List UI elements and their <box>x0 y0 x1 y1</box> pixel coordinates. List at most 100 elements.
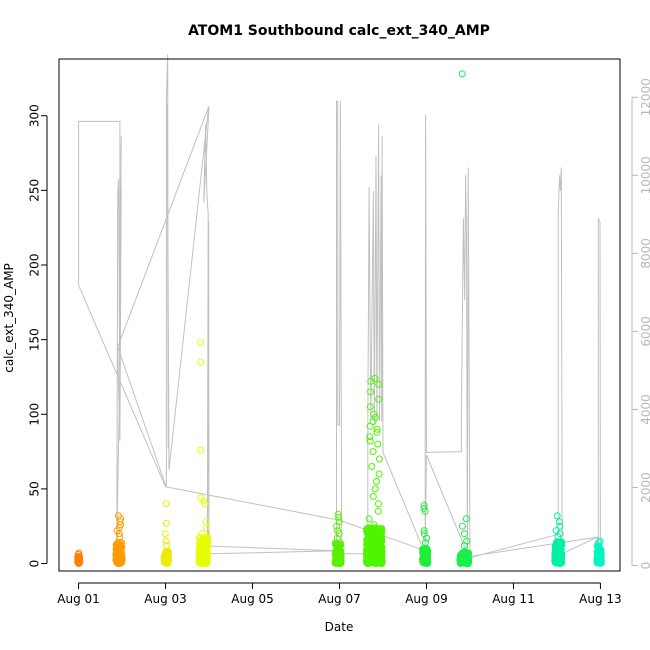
data-point <box>202 553 210 561</box>
data-point <box>371 374 379 382</box>
data-point <box>596 537 604 545</box>
data-point <box>457 553 465 561</box>
data-point <box>374 507 382 515</box>
axes-layer: 0 50 100 150 200 250 300 Aug 01 Aug 03 Aug 05 Aug … <box>28 78 650 606</box>
data-point <box>458 70 466 78</box>
x-tick-label: Aug 01 <box>57 592 100 606</box>
data-point <box>558 538 566 546</box>
secondary-connector-0 <box>78 285 167 487</box>
data-point <box>195 551 203 558</box>
data-point <box>461 530 468 538</box>
data-point <box>373 425 381 433</box>
data-point <box>161 554 169 562</box>
data-point <box>370 521 378 529</box>
data-point <box>373 428 381 436</box>
y-axis-label: calc_ext_340_AMP <box>2 263 16 373</box>
points-layer <box>74 70 605 567</box>
data-point <box>458 522 466 530</box>
data-point <box>463 537 471 545</box>
data-point <box>366 403 374 411</box>
x-tick-label: Aug 13 <box>579 592 622 606</box>
data-point <box>197 358 205 366</box>
data-point <box>369 448 377 456</box>
data-point <box>335 518 343 526</box>
data-point <box>557 558 565 566</box>
data-point <box>334 510 342 518</box>
data-point <box>593 554 601 562</box>
x-axis-label: Date <box>325 620 354 634</box>
data-point <box>424 559 432 566</box>
data-point <box>335 513 343 521</box>
data-point <box>333 546 341 554</box>
data-point <box>552 554 559 562</box>
data-point <box>423 552 431 560</box>
data-point <box>375 525 383 533</box>
series-8 <box>551 512 566 567</box>
data-point <box>553 512 561 520</box>
plot-frame <box>58 58 621 572</box>
data-point <box>552 558 560 566</box>
data-point <box>364 532 372 540</box>
y2-tick-label: 0 <box>639 562 650 570</box>
data-point <box>368 463 376 470</box>
data-point <box>337 541 345 549</box>
data-point <box>374 440 382 448</box>
data-point <box>368 546 376 553</box>
data-point <box>556 522 564 530</box>
data-point <box>197 339 205 347</box>
data-point <box>376 455 383 463</box>
y-tick-label: 0 <box>28 560 42 568</box>
data-point <box>336 555 343 563</box>
data-point <box>202 518 210 526</box>
data-point <box>555 518 563 526</box>
secondary-connector-6 <box>117 106 210 348</box>
data-point <box>595 539 603 547</box>
data-point <box>369 492 377 500</box>
y2-tick-label: 6000 <box>639 316 650 347</box>
x-tick-label: Aug 03 <box>144 592 187 606</box>
data-point <box>371 485 379 493</box>
series-7 <box>456 70 473 567</box>
y-tick-label: 200 <box>28 254 42 277</box>
data-point <box>161 555 169 563</box>
y2-tick-label: 4000 <box>639 394 650 425</box>
data-point <box>116 533 124 541</box>
series-4 <box>331 510 345 567</box>
data-point <box>367 534 374 542</box>
secondary-connector-4 <box>426 454 470 557</box>
data-point <box>163 542 171 550</box>
data-point <box>365 515 373 523</box>
series-3 <box>195 339 212 567</box>
secondary-connector-5 <box>468 536 599 558</box>
y-tick-label: 300 <box>28 104 42 127</box>
data-point <box>375 500 382 508</box>
secondary-connector-1 <box>165 486 340 521</box>
data-point <box>163 519 170 527</box>
data-point <box>331 559 339 567</box>
series-0 <box>74 549 84 567</box>
data-point <box>378 552 386 560</box>
series-1 <box>112 512 126 567</box>
data-point <box>370 538 378 546</box>
data-point <box>114 512 122 520</box>
data-point <box>368 524 376 532</box>
data-point <box>75 549 83 557</box>
y-tick-label: 50 <box>28 481 42 496</box>
data-point <box>464 552 471 560</box>
x-tick-label: Aug 05 <box>231 592 274 606</box>
data-point <box>203 541 211 549</box>
data-point <box>554 550 562 558</box>
data-point <box>375 552 383 560</box>
data-point <box>421 539 429 547</box>
data-point <box>377 534 385 542</box>
data-point <box>552 527 560 535</box>
x-tick-label: Aug 11 <box>492 592 535 606</box>
data-point <box>162 500 170 508</box>
data-point <box>376 530 384 538</box>
data-point <box>370 410 378 418</box>
data-point <box>363 527 371 535</box>
data-point <box>334 527 341 535</box>
data-point <box>419 547 427 555</box>
